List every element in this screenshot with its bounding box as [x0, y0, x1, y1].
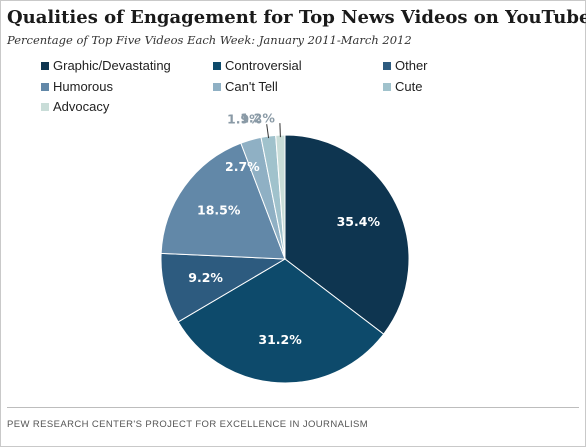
- legend-label-advocacy: Advocacy: [53, 99, 110, 114]
- pie-label-controversial: 31.2%: [258, 332, 302, 347]
- legend-swatch-graphic-devastating: [41, 61, 49, 70]
- pie-slice-controversial: [177, 258, 385, 384]
- pie-label-other: 9.2%: [188, 270, 223, 285]
- legend-label-controversial: Controversial: [225, 58, 302, 73]
- pie-slice-graphic-devastating: [284, 134, 410, 335]
- pie-leader-cute: [266, 124, 270, 139]
- chart-subtitle: Percentage of Top Five Videos Each Week:…: [7, 33, 412, 47]
- pie-label-humorous: 18.5%: [197, 203, 241, 218]
- source-note: PEW RESEARCH CENTER'S PROJECT FOR EXCELL…: [7, 419, 369, 430]
- legend-item-controversial: Controversial: [213, 58, 302, 73]
- pie-label-graphic-devastating: 35.4%: [337, 214, 381, 229]
- legend-label-humorous: Humorous: [53, 79, 113, 94]
- footer-divider: [7, 407, 579, 408]
- legend-item-other: Other: [383, 58, 428, 73]
- legend-swatch-other: [383, 61, 391, 70]
- legend-swatch-advocacy: [41, 102, 49, 111]
- legend-item-humorous: Humorous: [41, 79, 113, 94]
- legend-swatch-cute: [383, 82, 391, 91]
- legend-label-cute: Cute: [395, 79, 423, 94]
- pie-label-can-t-tell: 2.7%: [225, 159, 260, 174]
- pie-label-advocacy: 1.2%: [240, 111, 275, 126]
- legend-swatch-cant-tell: [213, 82, 221, 91]
- pie-leader-advocacy: [279, 123, 281, 138]
- legend-item-advocacy: Advocacy: [41, 99, 109, 114]
- legend-label-graphic-devastating: Graphic/Devastating: [53, 58, 171, 73]
- legend-swatch-humorous: [41, 82, 49, 91]
- legend-item-cute: Cute: [383, 79, 422, 94]
- legend-item-cant-tell: Can't Tell: [213, 79, 278, 94]
- legend-label-other: Other: [395, 58, 428, 73]
- legend-swatch-controversial: [213, 61, 221, 70]
- legend-label-cant-tell: Can't Tell: [225, 79, 278, 94]
- chart-title: Qualities of Engagement for Top News Vid…: [7, 7, 586, 28]
- pie-label-cute: 1.9%: [227, 112, 262, 127]
- pie-slice-humorous: [160, 142, 286, 260]
- legend-item-graphic-devastating: Graphic/Devastating: [41, 58, 171, 73]
